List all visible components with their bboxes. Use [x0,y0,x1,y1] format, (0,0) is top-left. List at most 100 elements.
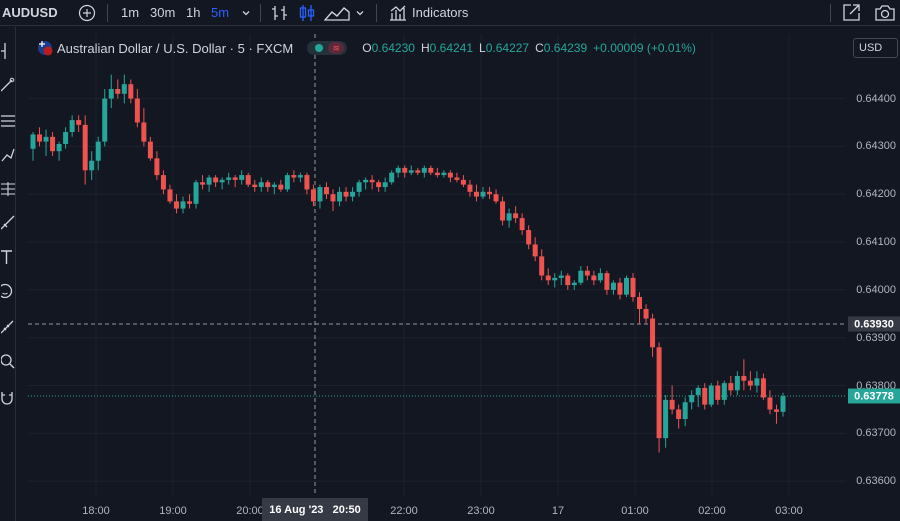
ruler-tool[interactable] [0,317,15,337]
candle [578,265,584,286]
interval-5m-button[interactable]: 5m [211,0,229,25]
candle-body [467,184,473,192]
candles-button[interactable] [297,0,317,25]
zoom-tool[interactable] [0,351,15,371]
interval-30m-label: 30m [150,5,176,20]
candle-body [317,187,323,202]
price-tick-label: 0.64400 [856,92,896,105]
candle-body [454,177,460,180]
candle-body [428,167,434,173]
candle-body [695,387,701,396]
candle-body [558,275,564,278]
interval-30m-button[interactable]: 30m [150,0,175,25]
candle-body [637,297,643,309]
candle-body [102,98,108,142]
candle-body [571,282,577,286]
candle [682,397,688,427]
legend-title[interactable]: Australian Dollar / U.S. Dollar · 5 · FX… [57,40,294,56]
candle [610,280,616,295]
candle-body [343,191,349,197]
candle [89,151,95,180]
indicators-label: Indicators [412,5,469,20]
text-tool[interactable] [0,247,15,267]
candle [480,187,486,199]
brush-tool[interactable] [0,145,15,165]
symbol-search-button[interactable]: AUDUSD [2,0,58,25]
emoji-tool[interactable] [0,281,15,301]
candle-body [167,189,173,202]
interval-dropdown-button[interactable] [240,0,252,25]
candle [102,89,108,147]
area-chart-button[interactable] [324,0,350,25]
candle [421,165,427,178]
candles-icon [299,4,315,21]
add-symbol-button[interactable] [78,0,96,25]
fib-tool[interactable] [0,111,15,131]
time-tick-label: 20:00 [236,505,264,517]
candle [741,359,747,391]
candle-body [265,182,271,188]
candle [500,196,506,226]
candle-body [108,89,114,99]
interval-1h-button[interactable]: 1h [186,0,200,25]
candle-body [187,201,193,204]
interval-1m-button[interactable]: 1m [121,0,139,25]
candle [95,136,101,171]
candle-body [284,175,290,190]
candle [650,313,656,357]
crosshair-tool[interactable] [0,41,15,61]
candle [76,115,82,133]
candle [604,270,610,295]
camera-icon [875,4,895,21]
candle-body [200,182,206,185]
magnet-tool[interactable] [0,387,15,407]
chevron-down-icon [242,10,250,15]
candle [656,342,662,453]
candle [623,275,629,298]
price-tick-label: 0.64300 [856,140,896,153]
candle [369,175,375,190]
chart-type-dropdown-button[interactable] [354,0,366,25]
chart-legend: Australian Dollar / U.S. Dollar · 5 · FX… [36,38,696,58]
price-axis[interactable]: 0.64400 0.64300 0.64200 0.64100 0.64000 0.639… [846,34,900,496]
drawing-toolbar [0,27,16,521]
currency-selector[interactable]: USD [853,38,898,58]
candle-body [50,136,56,152]
candle [734,371,740,396]
chevron-down-icon [356,10,364,15]
candle-body [193,182,199,204]
interval-1h-label: 1h [186,5,201,20]
candle-body [741,375,747,381]
fullscreen-button[interactable] [841,0,861,25]
trend-line-tool[interactable] [0,75,15,95]
candle-body [487,191,493,195]
candle [252,179,258,192]
candle [473,184,479,202]
candle [552,273,558,288]
candle [715,380,721,405]
candle-body [323,187,329,195]
candle [160,170,166,195]
pattern-tool[interactable] [0,179,15,199]
candle-body [728,383,734,391]
candle [447,170,453,183]
candle [441,170,447,178]
candle-body [539,256,545,276]
prediction-tool[interactable] [0,213,15,233]
candle-body [226,177,232,180]
candle-body [434,172,440,176]
candle-body [526,230,532,245]
snapshot-button[interactable] [874,0,896,25]
bar-chart-button[interactable] [270,0,290,25]
time-tick-label: 17 [551,505,565,517]
price-chart[interactable] [28,34,846,496]
indicators-button[interactable]: Indicators [388,0,468,25]
market-status-badge[interactable]: ≋ [307,41,348,55]
candle-body [676,409,682,419]
candle-body [650,318,656,348]
candle [669,385,675,415]
candle [454,172,460,183]
trend-line-icon [0,77,14,92]
candle [69,115,75,137]
candle-body [578,270,584,283]
